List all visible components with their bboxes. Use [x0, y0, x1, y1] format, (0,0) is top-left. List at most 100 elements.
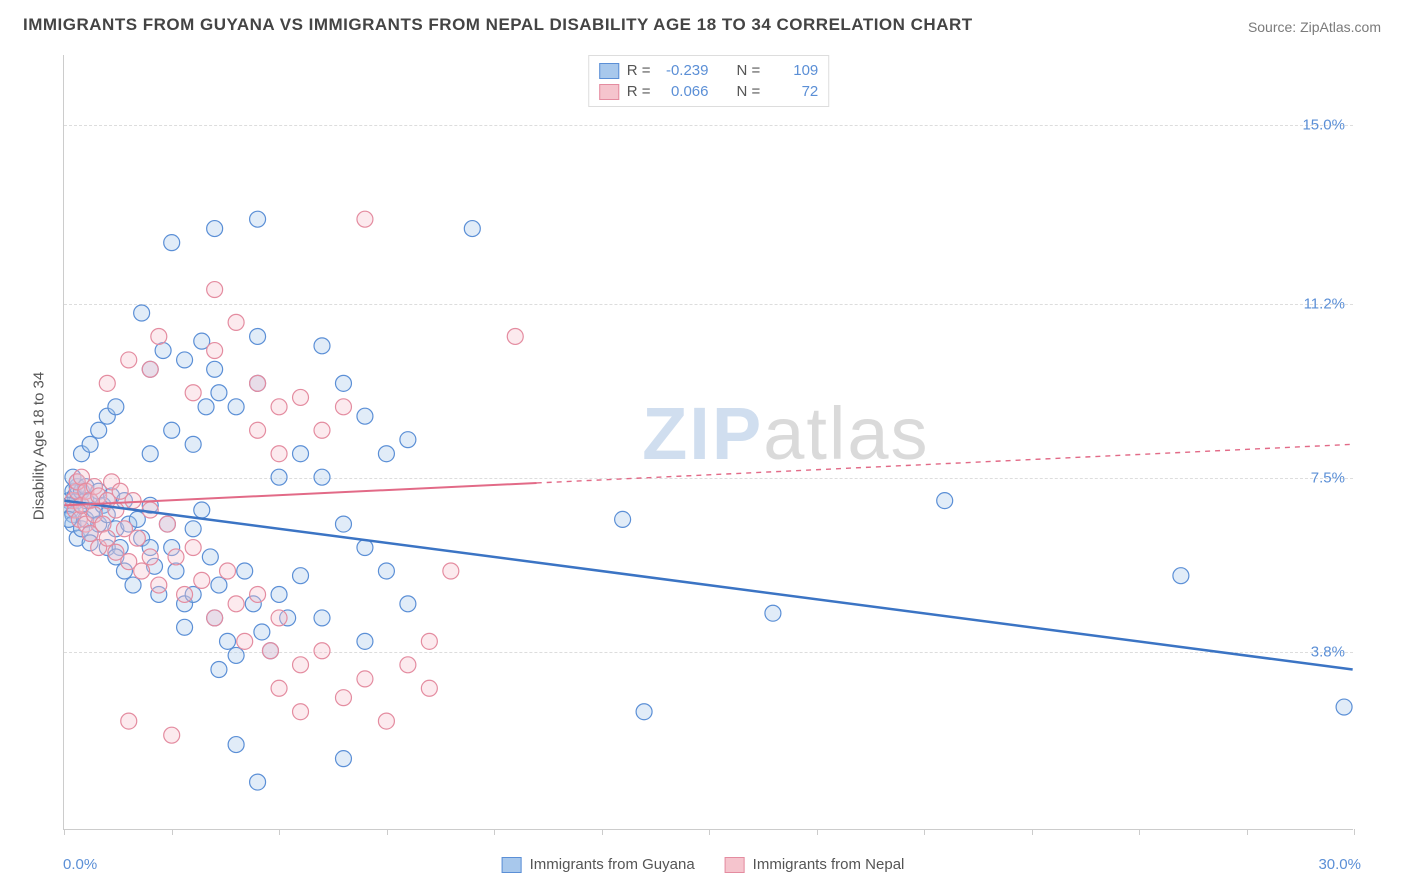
scatter-point — [164, 422, 180, 438]
scatter-point — [134, 305, 150, 321]
legend-r-label: R = — [627, 62, 651, 79]
scatter-point — [228, 399, 244, 415]
scatter-point — [335, 399, 351, 415]
scatter-point — [765, 605, 781, 621]
legend-row: R = -0.239 N = 109 — [599, 60, 819, 81]
scatter-point — [271, 469, 287, 485]
scatter-point — [335, 690, 351, 706]
scatter-point — [1173, 568, 1189, 584]
scatter-point — [636, 704, 652, 720]
scatter-point — [378, 563, 394, 579]
scatter-point — [198, 399, 214, 415]
legend-n-label: N = — [737, 83, 761, 100]
scatter-point — [185, 436, 201, 452]
chart-title: IMMIGRANTS FROM GUYANA VS IMMIGRANTS FRO… — [23, 15, 973, 35]
scatter-point — [142, 361, 158, 377]
legend-series-item: Immigrants from Nepal — [725, 856, 905, 873]
scatter-point — [211, 577, 227, 593]
scatter-point — [1336, 699, 1352, 715]
scatter-point — [271, 446, 287, 462]
scatter-point — [335, 516, 351, 532]
scatter-point — [271, 399, 287, 415]
scatter-point — [400, 432, 416, 448]
scatter-point — [91, 422, 107, 438]
scatter-point — [357, 408, 373, 424]
trend-line — [64, 501, 1352, 670]
y-axis-label: Disability Age 18 to 34 — [31, 372, 48, 520]
legend-swatch — [599, 84, 619, 100]
scatter-point — [228, 647, 244, 663]
scatter-point — [293, 389, 309, 405]
scatter-point — [194, 502, 210, 518]
x-tick — [602, 829, 603, 835]
source-attribution: Source: ZipAtlas.com — [1248, 19, 1381, 35]
legend-n-value: 72 — [768, 83, 818, 100]
scatter-point — [159, 516, 175, 532]
scatter-point — [250, 328, 266, 344]
scatter-point — [357, 211, 373, 227]
scatter-point — [615, 511, 631, 527]
scatter-point — [121, 713, 137, 729]
scatter-point — [151, 577, 167, 593]
scatter-point — [134, 563, 150, 579]
scatter-point — [207, 361, 223, 377]
scatter-point — [464, 221, 480, 237]
scatter-point — [314, 422, 330, 438]
scatter-point — [254, 624, 270, 640]
scatter-point — [168, 549, 184, 565]
x-tick — [279, 829, 280, 835]
scatter-point — [421, 680, 437, 696]
scatter-point — [335, 375, 351, 391]
scatter-point — [99, 530, 115, 546]
scatter-point — [185, 540, 201, 556]
x-tick — [1139, 829, 1140, 835]
scatter-point — [177, 352, 193, 368]
legend-n-label: N = — [737, 62, 761, 79]
x-tick — [709, 829, 710, 835]
scatter-point — [293, 704, 309, 720]
scatter-point — [211, 662, 227, 678]
legend-series-label: Immigrants from Guyana — [530, 856, 695, 873]
plot-area: ZIPatlas R =-0.239N =109R =0.066N =72 3.… — [63, 55, 1353, 830]
legend-r-value: -0.239 — [659, 62, 709, 79]
scatter-point — [151, 328, 167, 344]
scatter-point — [507, 328, 523, 344]
scatter-point — [99, 375, 115, 391]
scatter-point — [164, 235, 180, 251]
scatter-point — [250, 211, 266, 227]
scatter-point — [129, 530, 145, 546]
scatter-point — [400, 657, 416, 673]
legend-n-value: 109 — [768, 62, 818, 79]
scatter-point — [314, 338, 330, 354]
scatter-point — [250, 375, 266, 391]
x-tick — [64, 829, 65, 835]
scatter-point — [207, 343, 223, 359]
scatter-point — [357, 633, 373, 649]
legend-r-label: R = — [627, 83, 651, 100]
correlation-legend: R = -0.239 N = 109 R = 0.066 N = 72 — [588, 55, 830, 107]
legend-swatch — [599, 63, 619, 79]
legend-r-value: 0.066 — [659, 83, 709, 100]
scatter-point — [220, 633, 236, 649]
scatter-point — [207, 282, 223, 298]
scatter-point — [250, 774, 266, 790]
scatter-point — [164, 727, 180, 743]
scatter-point — [207, 221, 223, 237]
scatter-point — [443, 563, 459, 579]
scatter-point — [271, 586, 287, 602]
plot-svg — [64, 55, 1353, 829]
x-tick — [817, 829, 818, 835]
scatter-point — [177, 586, 193, 602]
scatter-point — [237, 633, 253, 649]
scatter-point — [357, 671, 373, 687]
scatter-point — [142, 549, 158, 565]
scatter-point — [125, 577, 141, 593]
scatter-point — [207, 610, 223, 626]
scatter-point — [228, 314, 244, 330]
scatter-point — [228, 737, 244, 753]
scatter-point — [211, 385, 227, 401]
legend-row: R = 0.066 N = 72 — [599, 81, 819, 102]
scatter-point — [314, 469, 330, 485]
scatter-point — [177, 619, 193, 635]
series-legend: Immigrants from Guyana Immigrants from Ne… — [502, 856, 905, 873]
